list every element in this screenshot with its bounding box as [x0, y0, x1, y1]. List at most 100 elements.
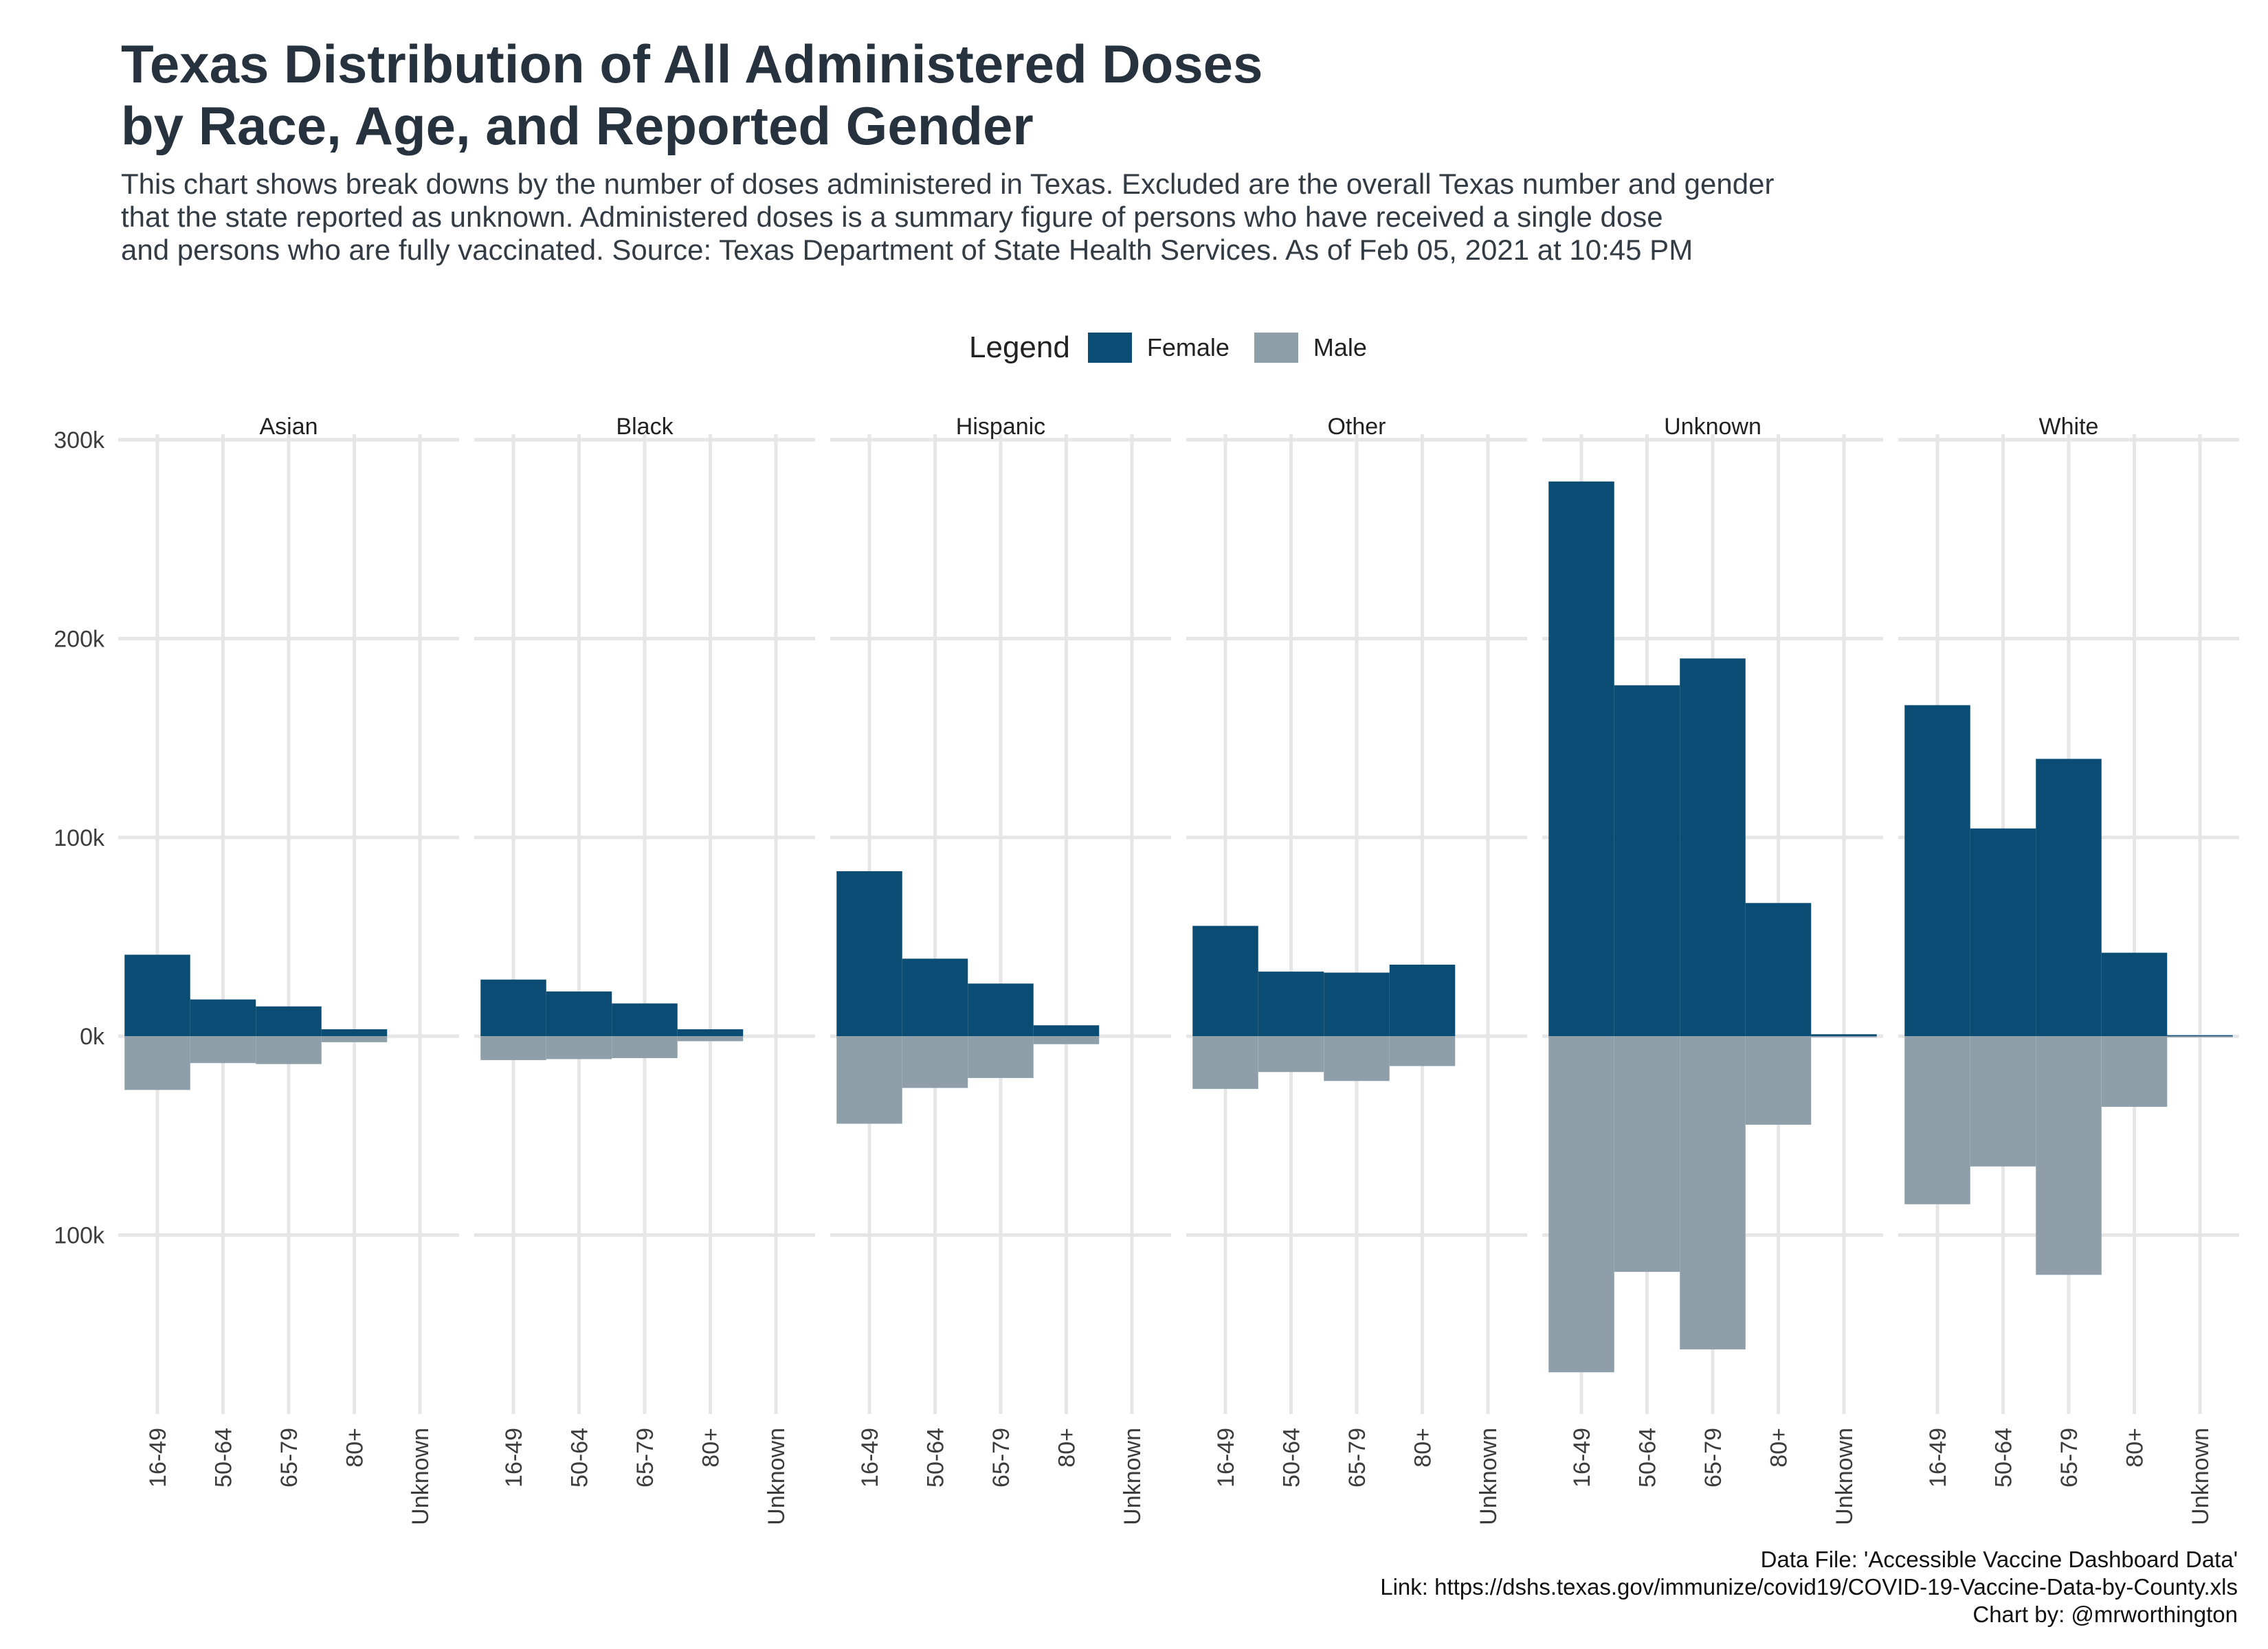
legend-item-female: Female	[1087, 333, 1230, 363]
x-tick-label-white-16-49: 16-49	[1925, 1428, 1951, 1488]
x-tick-label-other-16-49: 16-49	[1213, 1428, 1239, 1488]
bars	[124, 481, 2233, 1373]
bar-white-80-male	[2101, 1036, 2168, 1107]
x-tick-label-black-16-49: 16-49	[501, 1428, 527, 1488]
bar-hispanic-65-79-female	[968, 983, 1034, 1037]
bar-white-65-79-male	[2036, 1036, 2102, 1275]
x-tick-label-unknown-unknown: Unknown	[1832, 1428, 1858, 1525]
x-tick-label-other-80: 80+	[1410, 1428, 1436, 1468]
bar-hispanic-65-79-male	[968, 1036, 1034, 1078]
facet-label-unknown: Unknown	[1664, 414, 1761, 440]
bar-other-80-male	[1389, 1036, 1456, 1066]
bar-unknown-50-64-male	[1614, 1036, 1680, 1272]
bar-hispanic-50-64-male	[902, 1036, 968, 1088]
facet-label-white: White	[2039, 414, 2099, 440]
bar-white-16-49-female	[1904, 705, 1970, 1037]
x-tick-label-white-65-79: 65-79	[2056, 1428, 2082, 1488]
subtitle-line-2: that the state reported as unknown. Admi…	[121, 201, 1663, 233]
bar-black-65-79-male	[612, 1036, 678, 1058]
bar-unknown-80-female	[1745, 903, 1812, 1037]
bar-unknown-65-79-male	[1680, 1036, 1746, 1349]
x-tick-label-hispanic-16-49: 16-49	[857, 1428, 883, 1488]
facet-label-hispanic: Hispanic	[956, 414, 1045, 440]
x-tick-label-hispanic-65-79: 65-79	[988, 1428, 1014, 1488]
title-line-1: Texas Distribution of All Administered D…	[121, 34, 1263, 94]
x-tick-label-white-unknown: Unknown	[2188, 1428, 2214, 1525]
bar-white-50-64-female	[1970, 828, 2036, 1037]
x-tick-label-hispanic-80: 80+	[1054, 1428, 1080, 1468]
bar-other-16-49-female	[1192, 926, 1258, 1037]
bar-white-unknown-female	[2167, 1035, 2233, 1037]
bar-other-50-64-male	[1258, 1036, 1324, 1073]
x-tick-label-asian-80: 80+	[342, 1428, 368, 1468]
bar-hispanic-16-49-female	[836, 871, 902, 1037]
bar-asian-50-64-female	[190, 999, 256, 1037]
chart-subtitle: This chart shows break downs by the numb…	[121, 168, 2148, 267]
bar-black-80-male	[677, 1036, 744, 1042]
x-tick-label-hispanic-50-64: 50-64	[923, 1428, 949, 1488]
legend: Legend Female Male	[969, 328, 1392, 367]
bar-hispanic-80-male	[1033, 1036, 1100, 1044]
bar-hispanic-80-female	[1033, 1025, 1100, 1037]
caption-line-3: Chart by: @mrworthington	[1972, 1602, 2238, 1627]
x-tick-label-black-80: 80+	[698, 1428, 724, 1468]
bar-other-16-49-male	[1192, 1036, 1258, 1089]
y-tick-label-0k: 0k	[80, 1024, 105, 1050]
y-tick-label-100k: 100k	[54, 825, 105, 851]
chart-title: Texas Distribution of All Administered D…	[121, 33, 2114, 157]
bar-black-16-49-male	[480, 1036, 546, 1060]
bar-other-65-79-male	[1324, 1036, 1390, 1081]
x-tick-label-unknown-65-79: 65-79	[1700, 1428, 1726, 1488]
bar-asian-16-49-male	[124, 1036, 190, 1090]
x-tick-label-black-50-64: 50-64	[567, 1428, 593, 1488]
bar-hispanic-16-49-male	[836, 1036, 902, 1124]
bar-black-65-79-female	[612, 1003, 678, 1037]
legend-item-male: Male	[1254, 333, 1367, 363]
bar-unknown-unknown-male	[1811, 1036, 1877, 1037]
bar-white-65-79-female	[2036, 759, 2102, 1037]
bar-unknown-16-49-female	[1548, 481, 1614, 1037]
x-tick-label-unknown-16-49: 16-49	[1569, 1428, 1595, 1488]
bar-asian-16-49-female	[124, 954, 190, 1037]
x-tick-label-white-80: 80+	[2122, 1428, 2148, 1468]
bar-asian-80-male	[321, 1036, 388, 1042]
legend-swatch-male	[1254, 333, 1298, 363]
bar-white-80-female	[2101, 952, 2168, 1037]
bar-other-50-64-female	[1258, 972, 1324, 1037]
x-tick-label-asian-65-79: 65-79	[276, 1428, 302, 1488]
bar-unknown-65-79-female	[1680, 658, 1746, 1037]
bar-asian-65-79-female	[256, 1006, 322, 1037]
subtitle-line-1: This chart shows break downs by the numb…	[121, 168, 1775, 200]
bar-black-80-female	[677, 1029, 744, 1037]
x-tick-label-other-50-64: 50-64	[1279, 1428, 1305, 1488]
facet-label-black: Black	[616, 414, 674, 440]
x-tick-label-other-unknown: Unknown	[1476, 1428, 1502, 1525]
x-tick-label-black-65-79: 65-79	[632, 1428, 658, 1488]
legend-label-male: Male	[1313, 333, 1367, 361]
bar-white-16-49-male	[1904, 1036, 1970, 1204]
bar-black-50-64-female	[546, 991, 612, 1037]
x-tick-label-asian-16-49: 16-49	[145, 1428, 171, 1488]
x-tick-label-black-unknown: Unknown	[764, 1428, 790, 1525]
bar-asian-65-79-male	[256, 1036, 322, 1064]
x-tick-label-asian-50-64: 50-64	[211, 1428, 237, 1488]
bar-unknown-16-49-male	[1548, 1036, 1614, 1373]
x-tick-label-unknown-80: 80+	[1766, 1428, 1792, 1468]
bar-unknown-80-male	[1745, 1036, 1812, 1125]
bar-unknown-50-64-female	[1614, 685, 1680, 1037]
bar-asian-80-female	[321, 1029, 388, 1037]
bar-black-50-64-male	[546, 1036, 612, 1059]
axis-labels: 300k 200k 100k 0k 100k Asian 16-49 50-64 65-79 80…	[54, 414, 2214, 1525]
caption-line-2: Link: https://dshs.texas.gov/immunize/co…	[1380, 1574, 2238, 1600]
bar-white-unknown-male	[2167, 1036, 2233, 1037]
title-line-2: by Race, Age, and Reported Gender	[121, 96, 1034, 156]
bar-other-80-female	[1389, 964, 1456, 1037]
bar-white-50-64-male	[1970, 1036, 2036, 1167]
facet-label-asian: Asian	[259, 414, 318, 440]
caption-line-1: Data File: 'Accessible Vaccine Dashboard…	[1760, 1547, 2238, 1572]
x-tick-label-asian-unknown: Unknown	[408, 1428, 434, 1525]
x-tick-label-hispanic-unknown: Unknown	[1120, 1428, 1146, 1525]
bar-hispanic-50-64-female	[902, 958, 968, 1037]
x-tick-label-unknown-50-64: 50-64	[1635, 1428, 1661, 1488]
legend-swatch-female	[1087, 333, 1132, 363]
